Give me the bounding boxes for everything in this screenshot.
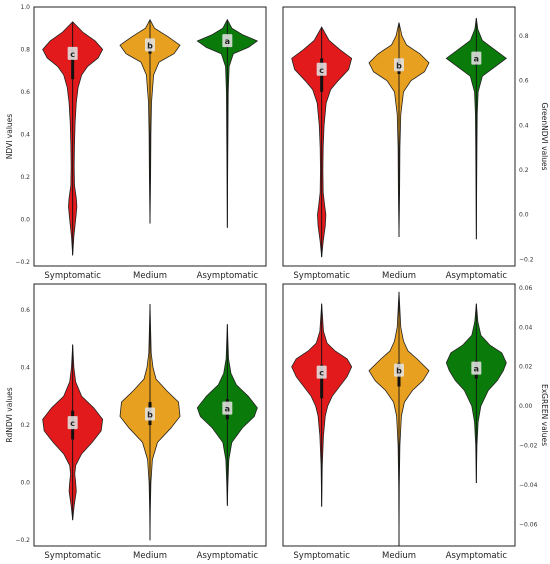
y-tick-label: 0.2 [20, 422, 30, 429]
x-category-label: Medium [133, 551, 167, 561]
x-category-label: Symptomatic [44, 271, 101, 281]
y-axis-label: GreenNDVI values [540, 102, 549, 170]
significance-letter-box [67, 416, 78, 430]
significance-letter: c [70, 419, 75, 428]
y-tick-label: −0.02 [519, 443, 538, 450]
significance-letter: c [319, 369, 324, 378]
y-tick-label: −0.04 [519, 482, 538, 489]
y-tick-label: 0.0 [519, 212, 529, 219]
significance-letter-box [471, 361, 482, 375]
x-category-label: Medium [382, 551, 416, 561]
significance-letter-box [222, 401, 233, 415]
significance-letter: c [319, 66, 324, 75]
significance-letter: b [396, 61, 402, 70]
x-category-label: Symptomatic [293, 551, 350, 561]
plot-frame [282, 6, 516, 267]
significance-letter-box [145, 407, 155, 421]
x-category-label: Asymptomatic [446, 271, 508, 281]
y-tick-label: 0.0 [20, 480, 30, 487]
y-tick-label: 0.6 [20, 307, 30, 314]
y-tick-label: 0.2 [519, 167, 529, 174]
y-tick-label: 0.02 [519, 364, 533, 371]
significance-letter-box [471, 51, 482, 65]
significance-letter-box [145, 38, 155, 52]
y-tick-label: 0.06 [519, 285, 533, 292]
y-tick-label: 0.4 [20, 131, 30, 138]
significance-letter: a [474, 365, 479, 374]
significance-letter-box [316, 365, 327, 379]
y-tick-label: 0.0 [20, 216, 30, 223]
y-tick-label: 0.04 [519, 324, 533, 331]
y-tick-label: 0.6 [20, 89, 30, 96]
significance-letter: b [147, 41, 153, 50]
significance-letter-box [394, 363, 404, 377]
panel-1: −0.2 0.0 0.2 0.4 0.6 0.8 1.0 NDVI values Symptom… [5, 4, 267, 281]
significance-letter: a [225, 405, 230, 414]
y-tick-label: 0.2 [20, 174, 30, 181]
y-tick-label: 0.8 [519, 33, 529, 40]
y-axis-label: RdNDVI values [5, 387, 14, 442]
y-tick-label: 0.8 [20, 46, 30, 53]
significance-letter: a [225, 37, 230, 46]
y-tick-label: −0.2 [15, 537, 30, 544]
significance-letter-box [316, 62, 327, 76]
plot-frame [33, 6, 267, 267]
significance-letter: b [396, 367, 402, 376]
y-tick-label: 0.4 [20, 364, 30, 371]
x-category-label: Asymptomatic [197, 271, 259, 281]
y-tick-label: −0.06 [519, 521, 538, 528]
x-category-label: Medium [133, 271, 167, 281]
significance-letter: c [70, 50, 75, 59]
significance-letter-box [67, 46, 78, 60]
significance-letter-box [394, 58, 404, 72]
plot-frame [33, 283, 267, 547]
x-category-label: Symptomatic [44, 551, 101, 561]
y-tick-label: −0.2 [15, 259, 30, 266]
x-category-label: Medium [382, 271, 416, 281]
panel-3: −0.2 0.0 0.2 0.4 0.6 RdNDVI values Symptomatic… [5, 283, 267, 561]
panel-2: −0.2 0.0 0.2 0.4 0.6 0.8 GreenNDVI values Sympt… [282, 6, 549, 281]
y-tick-label: 0.6 [519, 78, 529, 85]
x-category-label: Asymptomatic [446, 551, 508, 561]
significance-letter: a [474, 55, 479, 64]
y-tick-label: 0.4 [519, 122, 529, 129]
x-category-label: Symptomatic [293, 271, 350, 281]
significance-letter-box [222, 34, 233, 48]
x-category-label: Asymptomatic [197, 551, 259, 561]
panel-4: −0.06 −0.04 −0.02 0.00 0.02 0.04 0.06 ExGREEN v… [282, 283, 549, 561]
y-tick-label: 1.0 [20, 4, 30, 11]
y-tick-label: 0.00 [519, 403, 533, 410]
y-tick-label: −0.2 [519, 256, 534, 263]
significance-letter: b [147, 410, 153, 419]
y-axis-label: ExGREEN values [540, 384, 549, 446]
y-axis-label: NDVI values [5, 114, 14, 159]
